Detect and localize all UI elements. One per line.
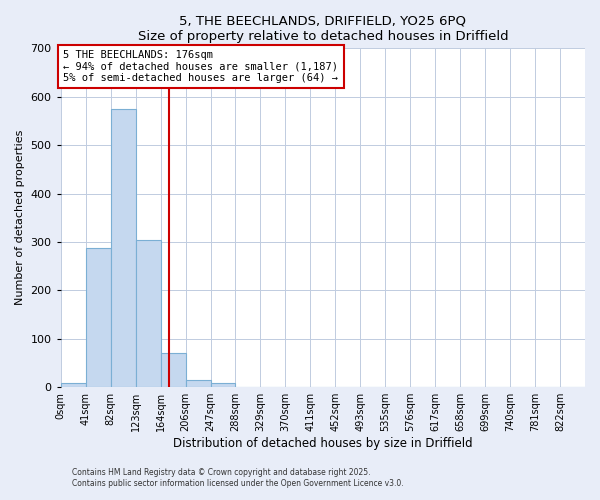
Bar — [110, 109, 136, 387]
Bar — [161, 354, 185, 387]
Bar — [61, 384, 86, 387]
Bar — [86, 248, 110, 387]
Text: 5 THE BEECHLANDS: 176sqm
← 94% of detached houses are smaller (1,187)
5% of semi: 5 THE BEECHLANDS: 176sqm ← 94% of detach… — [64, 50, 338, 83]
Y-axis label: Number of detached properties: Number of detached properties — [15, 130, 25, 306]
Bar — [185, 380, 211, 387]
Bar — [136, 240, 161, 387]
X-axis label: Distribution of detached houses by size in Driffield: Distribution of detached houses by size … — [173, 437, 473, 450]
Title: 5, THE BEECHLANDS, DRIFFIELD, YO25 6PQ
Size of property relative to detached hou: 5, THE BEECHLANDS, DRIFFIELD, YO25 6PQ S… — [137, 15, 508, 43]
Text: Contains HM Land Registry data © Crown copyright and database right 2025.
Contai: Contains HM Land Registry data © Crown c… — [72, 468, 404, 487]
Bar — [211, 384, 235, 387]
